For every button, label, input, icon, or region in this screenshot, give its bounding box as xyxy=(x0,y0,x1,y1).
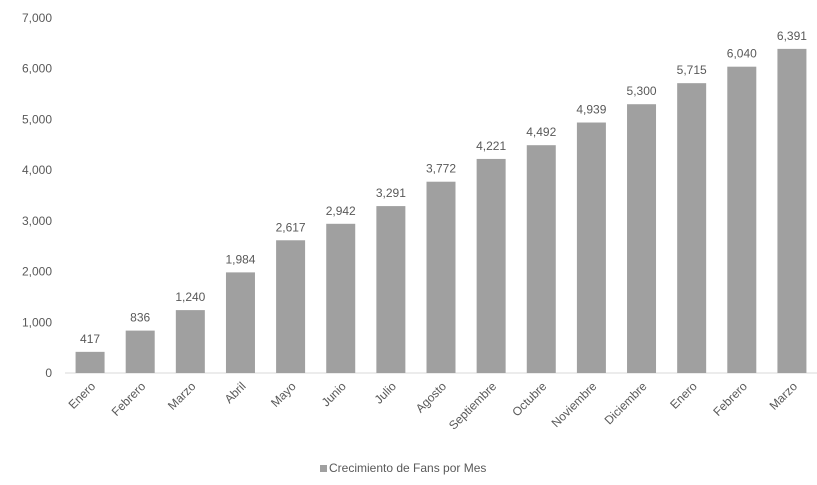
bar xyxy=(426,181,456,373)
bar xyxy=(627,104,657,373)
y-tick-label: 7,000 xyxy=(22,11,52,25)
y-axis: 0 1,000 2,000 3,000 4,000 5,000 6,000 7,000 xyxy=(22,11,52,380)
data-label: 417 xyxy=(80,332,100,346)
bar xyxy=(175,310,205,373)
bar xyxy=(225,272,255,373)
bar xyxy=(476,158,506,373)
x-tick-label: Junio xyxy=(319,379,349,409)
x-tick-label: Noviembre xyxy=(549,379,600,430)
y-tick-label: 5,000 xyxy=(22,112,52,126)
bar xyxy=(727,66,757,373)
x-tick-label: Diciembre xyxy=(602,379,650,427)
x-tick-label: Octubre xyxy=(509,379,549,419)
bar xyxy=(526,145,556,373)
y-tick-label: 1,000 xyxy=(22,315,52,329)
legend-label: Crecimiento de Fans por Mes xyxy=(329,461,486,475)
x-tick-label: Febrero xyxy=(109,379,149,419)
data-label: 4,492 xyxy=(526,125,556,139)
y-tick-label: 4,000 xyxy=(22,163,52,177)
bar xyxy=(576,122,606,373)
x-tick-label: Febrero xyxy=(710,379,750,419)
bar xyxy=(677,83,707,374)
legend: Crecimiento de Fans por Mes xyxy=(320,461,486,475)
data-label: 1,984 xyxy=(225,252,255,266)
data-label: 6,391 xyxy=(777,29,807,43)
x-tick-label: Marzo xyxy=(767,379,801,413)
data-label: 2,942 xyxy=(326,204,356,218)
data-label: 1,240 xyxy=(175,290,205,304)
bars-group xyxy=(75,48,807,374)
data-label: 836 xyxy=(130,311,150,325)
data-label: 4,939 xyxy=(576,103,606,117)
x-tick-label: Enero xyxy=(66,379,99,412)
x-axis: Enero Febrero Marzo Abril Mayo Junio Julio Agos… xyxy=(66,379,801,433)
bar xyxy=(777,48,807,373)
x-tick-label: Enero xyxy=(667,379,700,412)
y-tick-label: 0 xyxy=(45,366,52,380)
bar xyxy=(326,223,356,373)
x-tick-label: Julio xyxy=(372,379,400,407)
bar xyxy=(75,351,105,373)
x-tick-label: Agosto xyxy=(413,379,450,416)
data-label: 5,300 xyxy=(627,84,657,98)
y-tick-label: 3,000 xyxy=(22,214,52,228)
data-labels-group: 417 836 1,240 1,984 2,617 2,942 3,291 3,772 4,22… xyxy=(80,29,807,346)
x-tick-label: Mayo xyxy=(268,379,299,410)
y-tick-label: 2,000 xyxy=(22,265,52,279)
legend-swatch xyxy=(320,465,327,472)
bar xyxy=(125,330,155,373)
data-label: 3,291 xyxy=(376,186,406,200)
x-tick-label: Marzo xyxy=(165,379,199,413)
data-label: 4,221 xyxy=(476,139,506,153)
data-label: 2,617 xyxy=(276,220,306,234)
data-label: 5,715 xyxy=(677,63,707,77)
data-label: 3,772 xyxy=(426,162,456,176)
y-tick-label: 6,000 xyxy=(22,62,52,76)
data-label: 6,040 xyxy=(727,47,757,61)
bar xyxy=(276,240,306,373)
x-tick-label: Abril xyxy=(222,379,249,406)
x-tick-label: Septiembre xyxy=(446,379,500,433)
bar xyxy=(376,206,406,373)
